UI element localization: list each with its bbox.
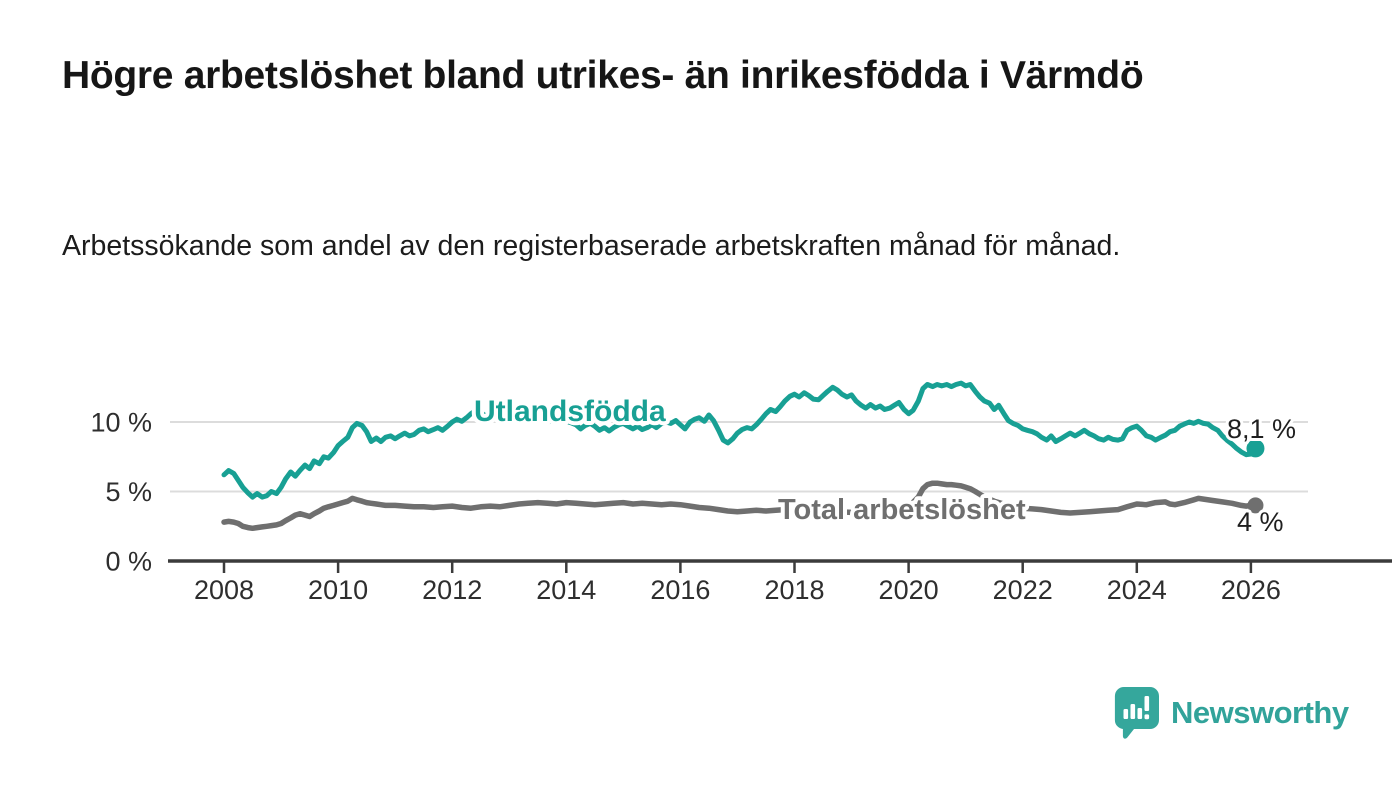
end-dot: [1247, 497, 1264, 514]
x-tick-label: 2012: [422, 575, 482, 605]
end-dot: [1246, 439, 1265, 458]
x-tick-label: 2010: [308, 575, 368, 605]
series-line-total: [221, 480, 1259, 532]
newsworthy-logo-icon: [1114, 687, 1159, 739]
x-tick-label: 2016: [650, 575, 710, 605]
series-label: Utlandsfödda: [474, 395, 666, 428]
y-tick-label: 0 %: [105, 547, 152, 577]
end-value-label: 8,1 %: [1227, 414, 1296, 444]
x-tick-label: 2020: [879, 575, 939, 605]
chart-subtitle: Arbetssökande som andel av den registerb…: [62, 230, 1121, 262]
x-tick-label: 2026: [1221, 575, 1281, 605]
x-tick-label: 2008: [194, 575, 254, 605]
x-tick-label: 2014: [536, 575, 596, 605]
x-tick-label: 2018: [764, 575, 824, 605]
newsworthy-logo-text: Newsworthy: [1171, 694, 1349, 730]
series-line-utlandsfodda: [221, 380, 1258, 500]
newsworthy-logo: Newsworthy: [1114, 686, 1349, 739]
x-tick-label: 2022: [993, 575, 1053, 605]
page-title: Högre arbetslöshet bland utrikes- än inr…: [62, 54, 1144, 97]
x-tick-label: 2024: [1107, 575, 1167, 605]
y-tick-label: 5 %: [105, 477, 152, 507]
series-label: Total arbetslöshet: [778, 494, 1026, 526]
end-value-label: 4 %: [1237, 507, 1284, 537]
y-tick-label: 10 %: [90, 408, 152, 438]
